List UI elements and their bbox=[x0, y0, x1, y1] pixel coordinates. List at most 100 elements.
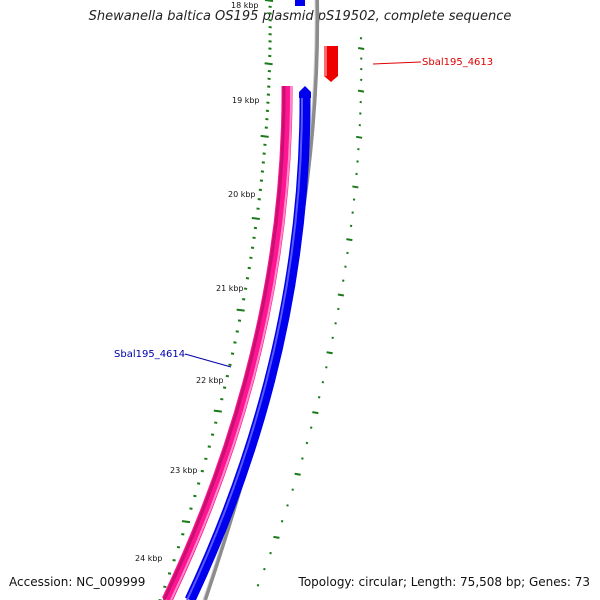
inner-minor-tick bbox=[357, 161, 359, 162]
inner-major-tick bbox=[346, 239, 352, 240]
inner-minor-tick bbox=[352, 212, 354, 213]
inner-major-tick bbox=[356, 137, 362, 138]
inner-minor-tick bbox=[292, 489, 294, 490]
outer-major-tick bbox=[182, 521, 190, 522]
outer-minor-tick bbox=[268, 79, 271, 80]
gene-label-leader-reverse bbox=[373, 62, 421, 64]
inner-minor-tick bbox=[322, 382, 324, 383]
accession-text: Accession: NC_009999 bbox=[9, 575, 145, 589]
inner-major-tick bbox=[352, 186, 358, 187]
outer-minor-tick bbox=[214, 422, 217, 423]
outer-minor-tick bbox=[268, 56, 271, 57]
inner-minor-tick bbox=[325, 367, 327, 368]
inner-minor-tick bbox=[306, 443, 308, 444]
inner-minor-tick bbox=[287, 505, 289, 506]
outer-minor-tick bbox=[268, 48, 271, 49]
inner-minor-tick bbox=[332, 338, 334, 339]
outer-minor-tick bbox=[193, 496, 196, 497]
inner-minor-tick bbox=[301, 458, 303, 459]
inner-major-tick bbox=[273, 537, 279, 538]
outer-minor-tick bbox=[249, 258, 252, 259]
outer-minor-tick bbox=[260, 180, 263, 181]
outer-minor-tick bbox=[257, 208, 260, 209]
inner-minor-tick bbox=[360, 38, 362, 39]
outer-minor-tick bbox=[177, 547, 180, 548]
outer-minor-tick bbox=[223, 387, 226, 388]
inner-minor-tick bbox=[350, 226, 352, 227]
inner-minor-tick bbox=[270, 553, 272, 554]
outer-minor-tick bbox=[163, 587, 166, 588]
inner-major-tick bbox=[338, 294, 344, 295]
outer-minor-tick bbox=[263, 153, 266, 154]
outer-minor-tick bbox=[226, 376, 229, 377]
inner-minor-tick bbox=[335, 323, 337, 324]
inner-minor-tick bbox=[360, 80, 362, 81]
outer-minor-tick bbox=[168, 573, 171, 574]
tick-label-19kbp: 19 kbp bbox=[232, 96, 260, 105]
inner-major-tick bbox=[327, 352, 333, 353]
outer-minor-tick bbox=[197, 483, 200, 484]
outer-minor-tick bbox=[208, 446, 211, 447]
outer-minor-tick bbox=[201, 471, 204, 472]
outer-minor-tick bbox=[263, 145, 266, 146]
outer-minor-tick bbox=[246, 278, 249, 279]
outer-minor-tick bbox=[265, 127, 268, 128]
outer-minor-tick bbox=[261, 171, 264, 172]
inner-major-tick bbox=[312, 412, 318, 413]
tick-label-22kbp: 22 kbp bbox=[196, 376, 224, 385]
plasmid-map: 18 kbp 19 kbp 20 kbp 21 kbp 22 kbp 23 kb… bbox=[0, 0, 600, 600]
outer-minor-tick bbox=[266, 111, 269, 112]
tick-label-21kbp: 21 kbp bbox=[216, 284, 244, 293]
forward-gene-arrowhead bbox=[299, 86, 311, 98]
outer-tick-ring bbox=[159, 0, 274, 600]
outer-minor-tick bbox=[220, 399, 223, 400]
outer-minor-tick bbox=[269, 34, 272, 35]
backbone-arc bbox=[205, 0, 317, 600]
summary-text: Topology: circular; Length: 75,508 bp; G… bbox=[299, 575, 590, 589]
outer-minor-tick bbox=[266, 102, 269, 103]
gene-label-sbal195-4614: Sbal195_4614 bbox=[114, 349, 185, 360]
inner-minor-tick bbox=[346, 253, 348, 254]
outer-minor-tick bbox=[269, 41, 272, 42]
inner-minor-tick bbox=[310, 427, 312, 428]
outer-minor-tick bbox=[228, 365, 231, 366]
outer-minor-tick bbox=[268, 71, 271, 72]
inner-minor-tick bbox=[257, 585, 259, 586]
outer-minor-tick bbox=[254, 228, 257, 229]
outer-minor-tick bbox=[238, 320, 241, 321]
outer-minor-tick bbox=[258, 199, 261, 200]
outer-minor-tick bbox=[173, 560, 176, 561]
outer-minor-tick bbox=[236, 331, 239, 332]
inner-minor-tick bbox=[357, 149, 359, 150]
outer-minor-tick bbox=[265, 119, 268, 120]
outer-minor-tick bbox=[251, 248, 254, 249]
inner-minor-tick bbox=[353, 199, 355, 200]
outer-major-tick bbox=[265, 63, 273, 64]
inner-minor-tick bbox=[360, 69, 362, 70]
outer-major-tick bbox=[265, 0, 273, 1]
outer-minor-tick bbox=[262, 162, 265, 163]
outer-minor-tick bbox=[269, 13, 272, 14]
backbone-arc-highlight bbox=[203, 0, 315, 600]
tick-label-23kbp: 23 kbp bbox=[170, 466, 198, 475]
tick-label-18kbp: 18 kbp bbox=[231, 1, 259, 10]
inner-minor-tick bbox=[360, 58, 362, 59]
tick-label-24kbp: 24 kbp bbox=[135, 554, 163, 563]
inner-major-tick bbox=[358, 48, 364, 49]
outer-minor-tick bbox=[244, 288, 247, 289]
inner-major-tick bbox=[295, 474, 301, 475]
inner-minor-tick bbox=[344, 266, 346, 267]
outer-major-tick bbox=[261, 136, 269, 137]
gene-label-sbal195-4613: Sbal195_4613 bbox=[422, 57, 493, 68]
outer-minor-tick bbox=[181, 534, 184, 535]
outer-minor-tick bbox=[204, 459, 207, 460]
outer-minor-tick bbox=[259, 190, 262, 191]
inner-minor-tick bbox=[356, 174, 358, 175]
inner-minor-tick bbox=[263, 569, 265, 570]
outer-minor-tick bbox=[269, 27, 272, 28]
tick-label-20kbp: 20 kbp bbox=[228, 190, 256, 199]
outer-minor-tick bbox=[233, 342, 236, 343]
outer-major-tick bbox=[252, 218, 260, 219]
outer-minor-tick bbox=[267, 86, 270, 87]
inner-minor-tick bbox=[318, 397, 320, 398]
